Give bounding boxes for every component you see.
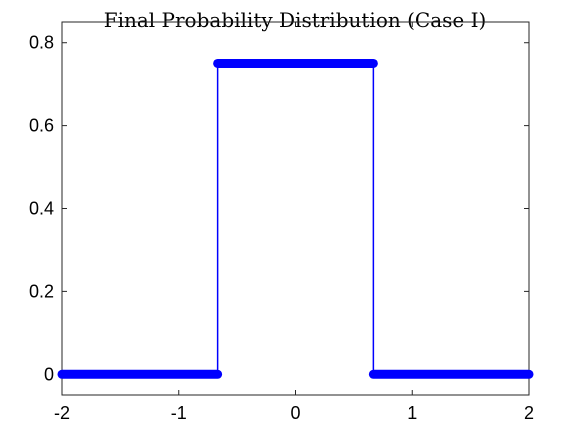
y-tick-label: 0.2 xyxy=(29,281,54,301)
x-tick-label: 2 xyxy=(524,403,534,423)
ticks xyxy=(61,22,530,395)
y-tick-label: 0.8 xyxy=(29,33,54,53)
tick-labels: -2 -1 0 1 2 0 0.2 0.4 0.6 0.8 xyxy=(29,33,534,423)
y-tick-label: 0 xyxy=(44,364,54,384)
x-tick-label: -2 xyxy=(54,403,70,423)
y-tick-label: 0.4 xyxy=(29,199,54,219)
plot-frame xyxy=(61,21,530,396)
x-tick-label: 0 xyxy=(290,403,300,423)
series-line xyxy=(62,62,529,376)
x-tick-label: -1 xyxy=(171,403,187,423)
x-tick-label: 1 xyxy=(407,403,417,423)
chart-title: Final Probability Distribution (Case I) xyxy=(104,8,487,32)
series xyxy=(57,58,534,379)
y-tick-label: 0.6 xyxy=(29,116,54,136)
